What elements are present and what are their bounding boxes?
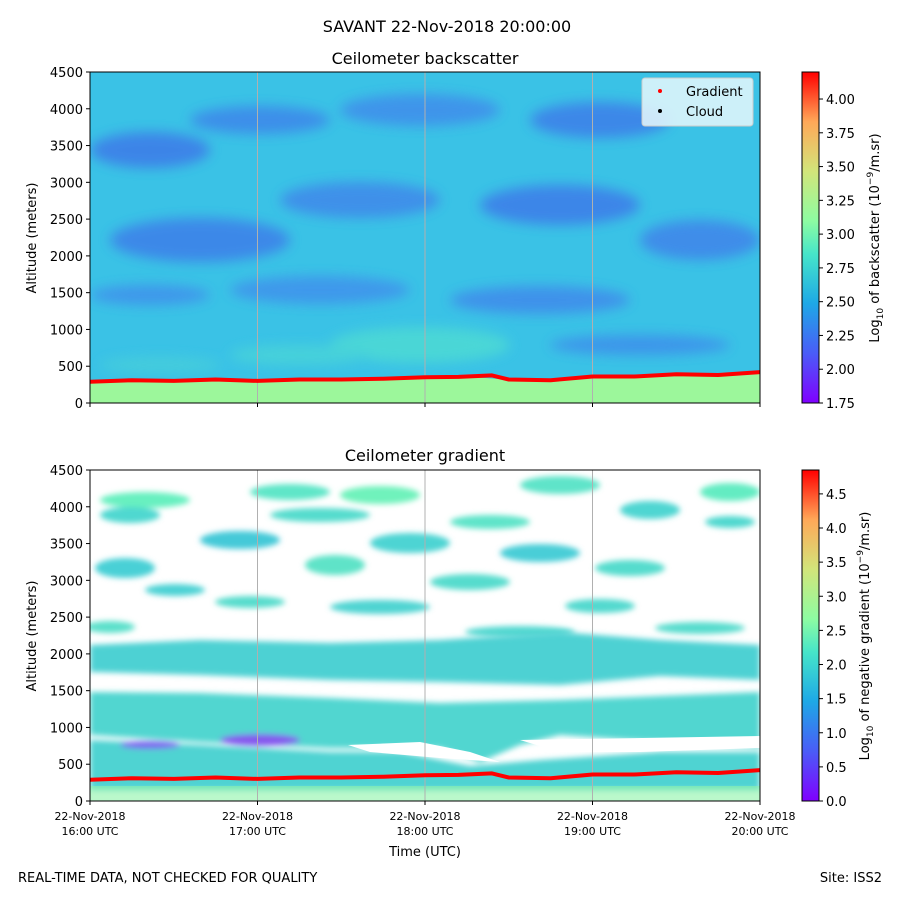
gradient-cbtick-label: 3.0 <box>826 590 847 605</box>
x-axis-label: Time (UTC) <box>388 845 461 860</box>
backscatter-ylabel: Altitude (meters) <box>25 183 40 294</box>
gradient-panel: Ceilometer gradient <box>25 446 876 860</box>
backscatter-ytick-label: 0 <box>75 397 83 412</box>
backscatter-cbtick-label: 2.75 <box>826 262 855 277</box>
gradient-colorbar-label: Log10 of negative gradient (10−9/m.sr) <box>856 512 876 761</box>
gradient-cbtick-label: 4.5 <box>826 488 847 503</box>
gradient-ytick-label: 4000 <box>50 501 83 516</box>
gradient-heatmap <box>90 470 760 801</box>
xtick-date-label: 22-Nov-2018 <box>724 810 795 823</box>
backscatter-ytick-label: 4500 <box>50 66 83 81</box>
backscatter-ytick-label: 3500 <box>50 140 83 155</box>
xtick-date-label: 22-Nov-2018 <box>389 810 460 823</box>
xtick-time-label: 20:00 UTC <box>731 825 788 838</box>
backscatter-cbtick-label: 3.50 <box>826 161 855 176</box>
backscatter-cbtick-label: 1.75 <box>826 397 855 412</box>
backscatter-cbtick-label: 3.25 <box>826 194 855 209</box>
backscatter-ytick-label: 500 <box>58 360 83 375</box>
gradient-cbtick-label: 3.5 <box>826 556 847 571</box>
backscatter-ytick-label: 4000 <box>50 103 83 118</box>
gradient-cbtick-label: 0.5 <box>826 761 847 776</box>
backscatter-title: Ceilometer backscatter <box>332 49 519 68</box>
quality-disclaimer: REAL-TIME DATA, NOT CHECKED FOR QUALITY <box>18 871 317 886</box>
gradient-cbtick-label: 1.5 <box>826 693 847 708</box>
gradient-ytick-label: 4500 <box>50 464 83 479</box>
gradient-gradient-line <box>90 768 760 782</box>
legend-gradient-marker <box>658 89 662 93</box>
backscatter-legend: Gradient Cloud <box>641 77 754 127</box>
gradient-ytick-label: 3000 <box>50 574 83 589</box>
xtick-time-label: 18:00 UTC <box>396 825 453 838</box>
backscatter-panel: Ceilometer backscatter <box>25 49 886 412</box>
gradient-ytick-label: 3500 <box>50 538 83 553</box>
backscatter-y-axis: 0 500 1000 1500 2000 2500 3000 3500 4000 4500 <box>50 66 90 412</box>
gradient-ytick-label: 0 <box>75 795 83 810</box>
backscatter-heatmap <box>90 72 760 403</box>
figure-title: SAVANT 22-Nov-2018 20:00:00 <box>323 17 571 36</box>
xtick-date-label: 22-Nov-2018 <box>557 810 628 823</box>
backscatter-ytick-label: 2500 <box>50 213 83 228</box>
xtick-date-label: 22-Nov-2018 <box>54 810 125 823</box>
backscatter-ytick-label: 3000 <box>50 176 83 191</box>
backscatter-colorbar-label: Log10 of backscatter (10−9/m.sr) <box>866 133 886 342</box>
legend-gradient-label: Gradient <box>686 85 743 100</box>
backscatter-gradient-line <box>90 370 760 384</box>
backscatter-grid <box>257 72 593 403</box>
site-label: Site: ISS2 <box>820 871 882 886</box>
gradient-ytick-label: 1500 <box>50 685 83 700</box>
gradient-y-axis: 0 500 1000 1500 2000 2500 3000 3500 4000 4500 <box>50 464 90 810</box>
backscatter-x-ticks <box>89 403 761 407</box>
gradient-ytick-label: 2500 <box>50 611 83 626</box>
xtick-time-label: 17:00 UTC <box>229 825 286 838</box>
xtick-time-label: 19:00 UTC <box>564 825 621 838</box>
gradient-cbtick-label: 0.0 <box>826 795 847 810</box>
backscatter-cbtick-label: 2.00 <box>826 363 855 378</box>
gradient-colorbar <box>801 469 820 802</box>
backscatter-cbtick-label: 4.00 <box>826 93 855 108</box>
gradient-ytick-label: 500 <box>58 758 83 773</box>
gradient-cbtick-label: 2.5 <box>826 624 847 639</box>
backscatter-colorbar <box>801 71 820 404</box>
gradient-ylabel: Altitude (meters) <box>25 581 40 692</box>
legend-cloud-marker <box>658 109 662 113</box>
gradient-title: Ceilometer gradient <box>345 446 505 465</box>
gradient-ytick-label: 1000 <box>50 721 83 736</box>
gradient-ytick-label: 2000 <box>50 648 83 663</box>
backscatter-cbtick-label: 2.25 <box>826 329 855 344</box>
legend-cloud-label: Cloud <box>686 105 723 120</box>
gradient-cbtick-label: 1.0 <box>826 727 847 742</box>
backscatter-ytick-label: 1000 <box>50 323 83 338</box>
xtick-time-label: 16:00 UTC <box>61 825 118 838</box>
backscatter-colorbar-ticks: 1.75 2.00 2.25 2.50 2.75 3.00 3.25 3.50 3.75 4.00 <box>819 93 855 412</box>
gradient-colorbar-ticks: 0.0 0.5 1.0 1.5 2.0 2.5 3.0 3.5 4.0 4.5 <box>819 488 847 810</box>
gradient-x-ticks: 22-Nov-2018 16:00 UTC 22-Nov-2018 17:00 UTC… <box>54 801 796 838</box>
xtick-date-label: 22-Nov-2018 <box>222 810 293 823</box>
gradient-cbtick-label: 2.0 <box>826 659 847 674</box>
backscatter-ytick-label: 2000 <box>50 250 83 265</box>
backscatter-cbtick-label: 3.75 <box>826 127 855 142</box>
backscatter-ytick-label: 1500 <box>50 287 83 302</box>
backscatter-cbtick-label: 3.00 <box>826 228 855 243</box>
gradient-grid <box>257 470 593 801</box>
gradient-cbtick-label: 4.0 <box>826 522 847 537</box>
backscatter-cbtick-label: 2.50 <box>826 296 855 311</box>
